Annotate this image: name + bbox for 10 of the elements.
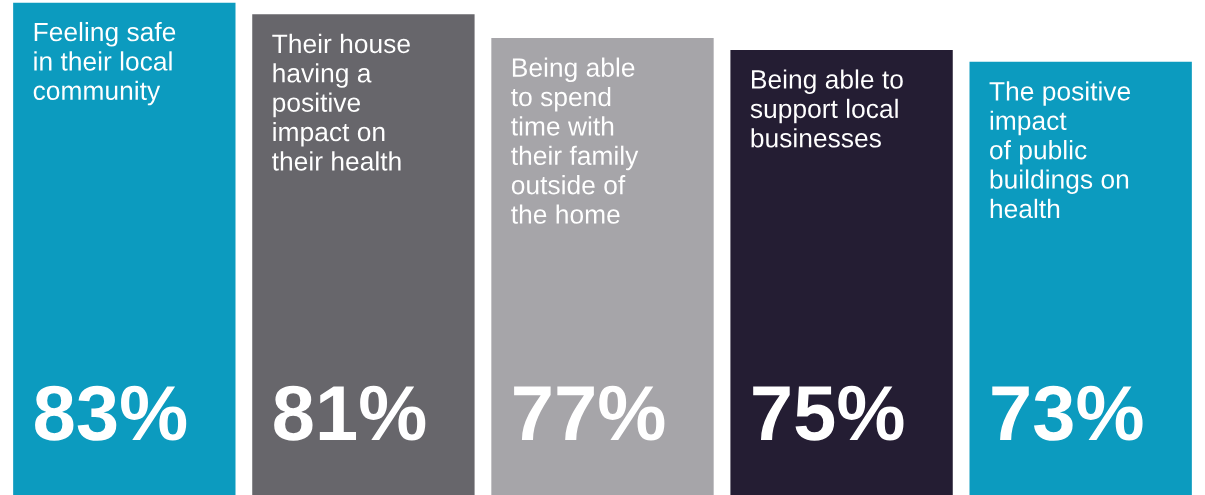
x-tick-label: Being able to spend time with their family outside of the home xyxy=(511,57,639,224)
data-label: 81% xyxy=(274,385,426,441)
data-label: 83% xyxy=(35,385,187,441)
data-label: 75% xyxy=(753,385,904,441)
x-tick-label: Their house having a positive impact on their health xyxy=(272,33,410,171)
data-label: 77% xyxy=(514,385,665,441)
data-label: 73% xyxy=(992,385,1143,441)
x-tick-label: Being able to support local businesses xyxy=(750,69,903,148)
x-tick-label: The positive impact of public buildings on health xyxy=(989,81,1131,219)
x-tick-label: Feeling safe in their local community xyxy=(33,21,176,106)
